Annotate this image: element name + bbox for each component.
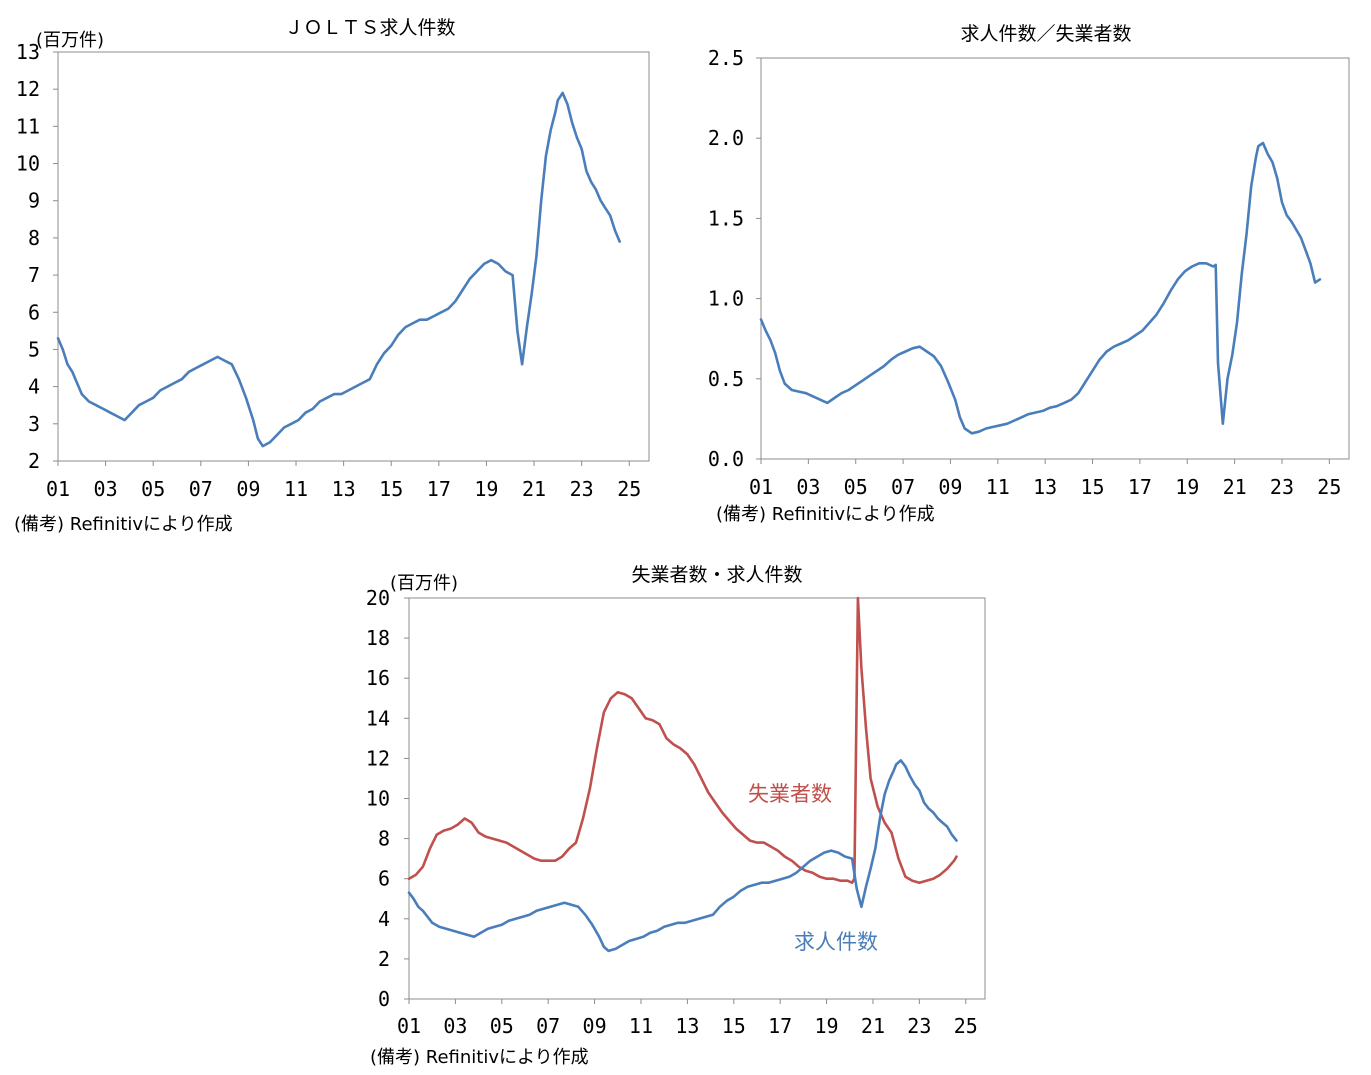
- y-tick-label: 10: [16, 152, 40, 176]
- x-tick-label: 13: [675, 1014, 699, 1038]
- x-tick-label: 15: [379, 477, 403, 501]
- x-tick-label: 09: [938, 475, 962, 499]
- y-tick-label: 18: [366, 626, 390, 650]
- y-tick-label: 3: [28, 412, 40, 436]
- x-tick-label: 05: [141, 477, 165, 501]
- x-tick-label: 21: [861, 1014, 885, 1038]
- y-tick-label: 12: [366, 746, 390, 770]
- y-tick-label: 14: [366, 706, 390, 730]
- x-tick-label: 03: [94, 477, 118, 501]
- y-tick-label: 0.0: [708, 447, 744, 471]
- y-tick-label: 16: [366, 666, 390, 690]
- x-tick-label: 13: [1033, 475, 1057, 499]
- y-tick-label: 6: [378, 867, 390, 891]
- y-tick-label: 2: [378, 947, 390, 971]
- x-tick-label: 13: [332, 477, 356, 501]
- x-tick-label: 15: [722, 1014, 746, 1038]
- y-tick-label: 2.0: [708, 126, 744, 150]
- x-tick-label: 03: [443, 1014, 467, 1038]
- x-tick-label: 07: [891, 475, 915, 499]
- chart-title: ＪＯＬＴＳ求人件数: [284, 17, 455, 39]
- chart-openings-per-unemployed: 求人件数／失業者数 0.0 0.5 1.0 1.5 2.0 2.5 01 03 05 07 09 11…: [700, 0, 1371, 540]
- chart-combined-svg: 失業者数・求人件数 (百万件) 0 2 4 6 8 10 12 14 16 18 20 01 03 05 0…: [366, 564, 986, 1068]
- x-tick-label: 17: [1128, 475, 1152, 499]
- x-tick-label: 19: [474, 477, 498, 501]
- unit-label: (百万件): [390, 573, 458, 594]
- x-tick-label: 21: [1223, 475, 1247, 499]
- x-tick-label: 07: [189, 477, 213, 501]
- x-tick-label: 09: [236, 477, 260, 501]
- y-tick-label: 1.0: [708, 287, 744, 311]
- y-tick-label: 0: [378, 987, 390, 1011]
- y-tick-label: 5: [28, 337, 40, 361]
- source-note: (備考) Refinitivにより作成: [716, 504, 935, 525]
- y-tick-label: 11: [16, 114, 40, 138]
- x-tick-label: 19: [1175, 475, 1199, 499]
- chart-jolts-openings: ＪＯＬＴＳ求人件数 (百万件) 2 3 4 5 6 7 8 9 10 11 12 13 01 03 05 07…: [0, 0, 660, 540]
- chart-ratio-svg: 求人件数／失業者数 0.0 0.5 1.0 1.5 2.0 2.5 01 03 05 07 09 11…: [708, 23, 1350, 525]
- chart-title: 求人件数／失業者数: [960, 23, 1131, 45]
- x-tick-label: 15: [1080, 475, 1104, 499]
- plot-area: [408, 597, 986, 1000]
- y-tick-label: 8: [378, 827, 390, 851]
- source-note: (備考) Refinitivにより作成: [370, 1047, 589, 1068]
- series-line-main: [56, 91, 622, 448]
- series-line-openings: [407, 759, 958, 953]
- y-tick-label: 4: [378, 907, 390, 931]
- source-note: (備考) Refinitivにより作成: [14, 514, 233, 535]
- plot-area: [57, 51, 650, 462]
- x-tick-label: 01: [749, 475, 773, 499]
- x-tick-label: 23: [570, 477, 594, 501]
- x-tick-label: 23: [907, 1014, 931, 1038]
- series-line-unemployed: [407, 596, 958, 885]
- series-label-openings: 求人件数: [794, 930, 878, 954]
- series-label-unemployed: 失業者数: [748, 782, 832, 806]
- chart-unemployed-and-openings: 失業者数・求人件数 (百万件) 0 2 4 6 8 10 12 14 16 18 20 01 03 05 0…: [350, 555, 1010, 1075]
- x-tick-label: 23: [1270, 475, 1294, 499]
- y-tick-label: 1.5: [708, 206, 744, 230]
- x-tick-label: 11: [986, 475, 1010, 499]
- unit-label: (百万件): [36, 30, 104, 51]
- y-tick-label: 4: [28, 375, 40, 399]
- x-tick-label: 01: [397, 1014, 421, 1038]
- x-tick-label: 11: [284, 477, 308, 501]
- x-tick-label: 07: [536, 1014, 560, 1038]
- y-tick-label: 0.5: [708, 367, 744, 391]
- x-tick-label: 25: [1317, 475, 1341, 499]
- y-tick-label: 2: [28, 449, 40, 473]
- series-line-main: [759, 141, 1322, 435]
- x-tick-label: 01: [46, 477, 70, 501]
- x-tick-label: 09: [583, 1014, 607, 1038]
- x-tick-label: 25: [954, 1014, 978, 1038]
- x-tick-label: 21: [522, 477, 546, 501]
- y-tick-label: 13: [16, 40, 40, 64]
- plot-area: [760, 57, 1350, 460]
- x-tick-label: 25: [617, 477, 641, 501]
- y-tick-label: 9: [28, 189, 40, 213]
- y-tick-label: 10: [366, 787, 390, 811]
- x-tick-label: 05: [844, 475, 868, 499]
- y-tick-label: 6: [28, 300, 40, 324]
- y-tick-label: 2.5: [708, 46, 744, 70]
- x-tick-label: 17: [768, 1014, 792, 1038]
- y-tick-label: 12: [16, 77, 40, 101]
- x-tick-label: 17: [427, 477, 451, 501]
- x-tick-label: 05: [490, 1014, 514, 1038]
- x-tick-label: 11: [629, 1014, 653, 1038]
- y-tick-label: 8: [28, 226, 40, 250]
- y-tick-label: 7: [28, 263, 40, 287]
- y-tick-label: 20: [366, 586, 390, 610]
- x-tick-label: 03: [796, 475, 820, 499]
- x-tick-label: 19: [815, 1014, 839, 1038]
- chart-title: 失業者数・求人件数: [631, 564, 802, 586]
